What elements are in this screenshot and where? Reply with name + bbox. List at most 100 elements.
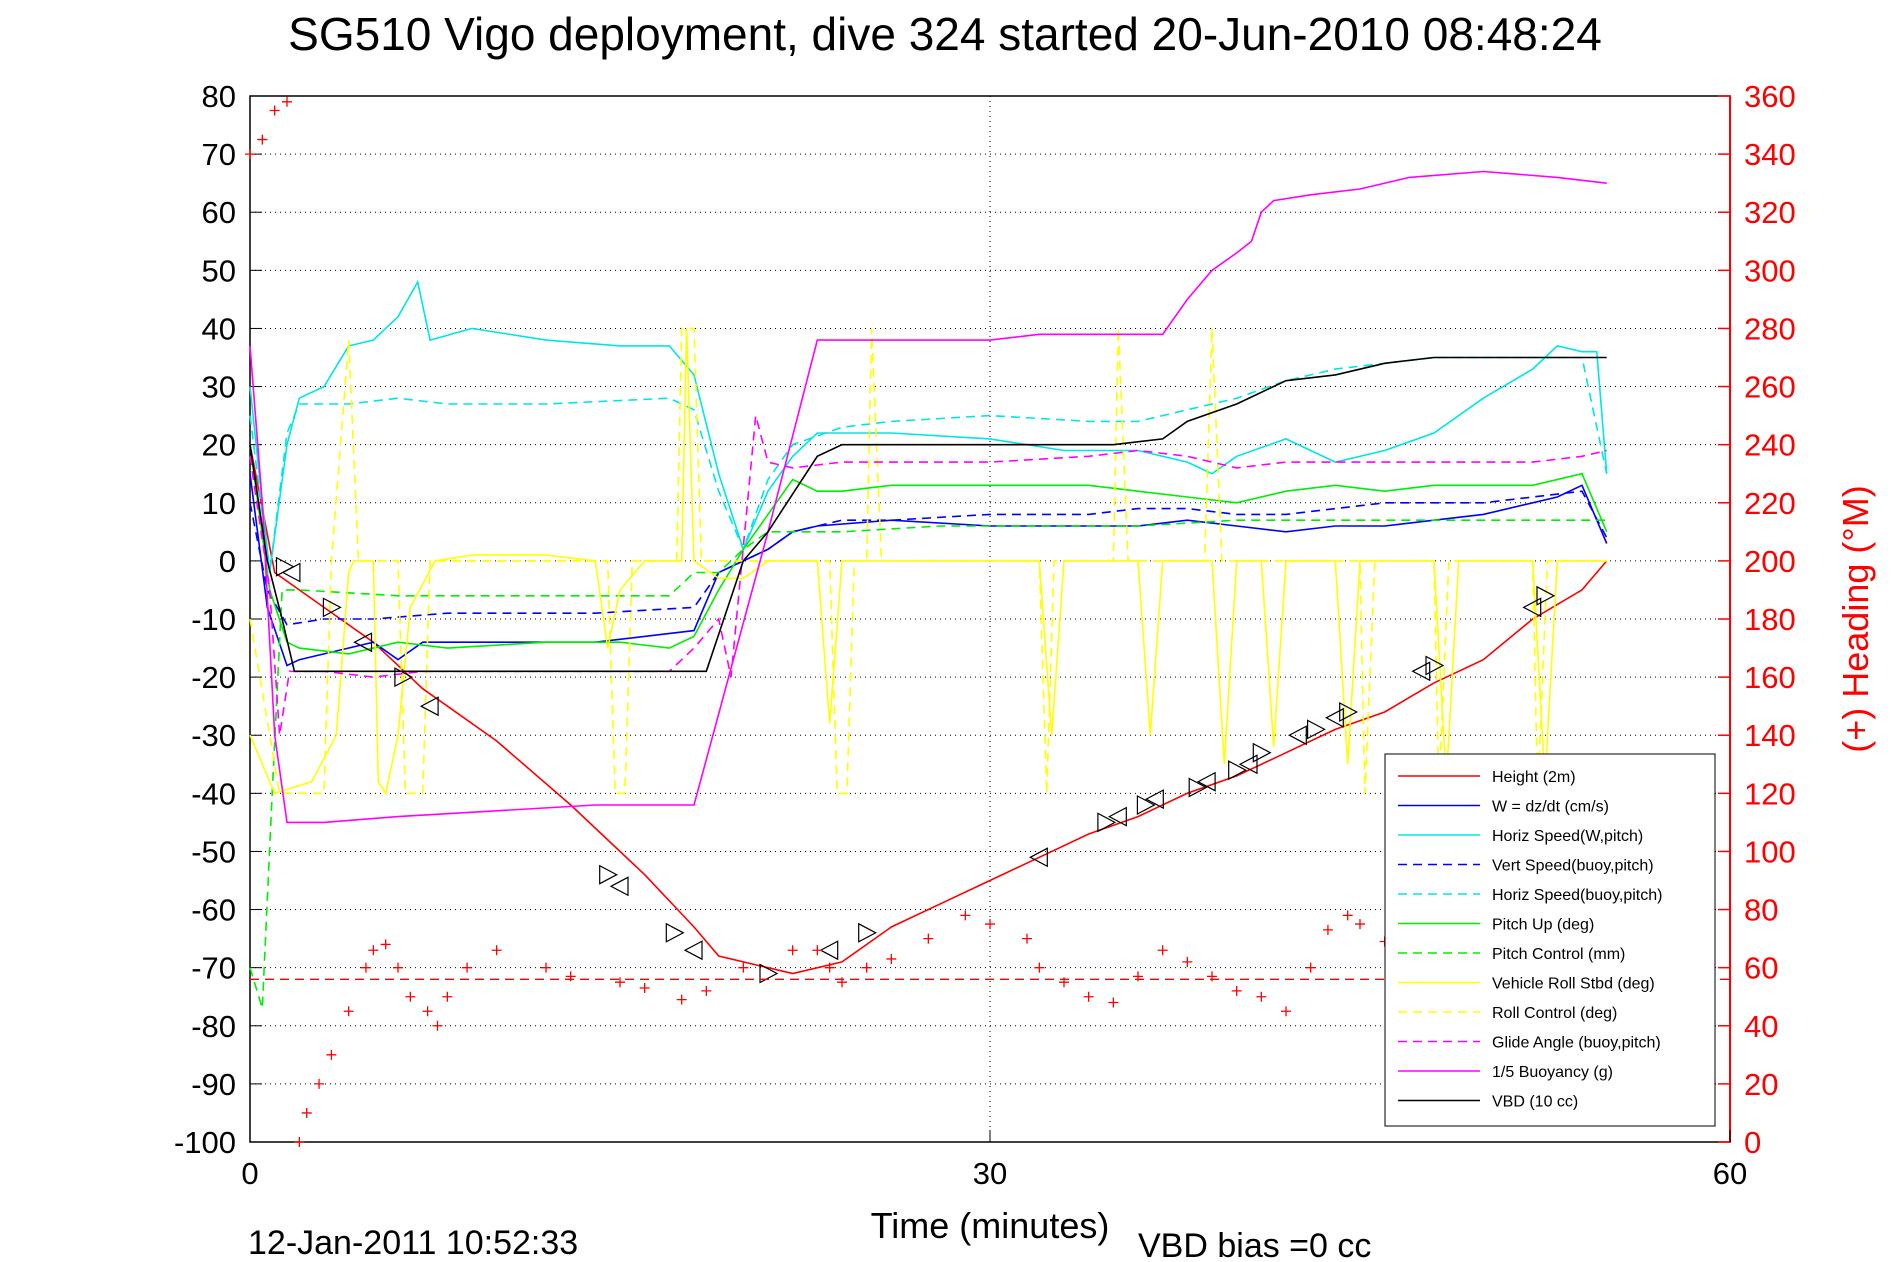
- heading-point: [1083, 991, 1094, 1002]
- right-tick-label: 340: [1744, 137, 1796, 172]
- trajectory-marker: [1325, 707, 1344, 728]
- heading-point: [960, 910, 971, 921]
- heading-point: [1305, 962, 1316, 973]
- trajectory-marker: [665, 922, 685, 943]
- left-tick-label: 70: [202, 137, 236, 172]
- trajectory-marker: [1145, 789, 1164, 810]
- series-layer: [249, 170, 1608, 1009]
- trajectory-marker: [1252, 742, 1272, 763]
- heading-point: [1231, 985, 1242, 996]
- heading-point: [1207, 971, 1217, 982]
- heading-point: [314, 1078, 325, 1089]
- heading-point: [301, 1107, 312, 1118]
- right-tick-label: 220: [1744, 486, 1796, 521]
- left-tick-label: 50: [202, 253, 236, 288]
- right-tick-label: 180: [1744, 602, 1796, 637]
- legend-label-0: Height (2m): [1492, 769, 1576, 786]
- left-tick-label: -20: [191, 660, 236, 695]
- x-axis-ticks: 0 30 60: [241, 1130, 1747, 1191]
- heading-point: [886, 953, 897, 964]
- trajectory-marker: [1288, 725, 1307, 746]
- right-tick-label: 100: [1744, 834, 1796, 869]
- heading-point: [432, 1020, 443, 1031]
- series-line-3: [249, 490, 1608, 626]
- trajectory-marker: [609, 876, 629, 897]
- series-line-11: [249, 356, 1607, 673]
- left-tick-label: -90: [191, 1067, 236, 1102]
- series-line-10: [249, 170, 1607, 824]
- trajectory-marker: [683, 940, 703, 961]
- series-line-9: [249, 415, 1607, 736]
- left-tick-label: -30: [191, 718, 236, 753]
- heading-point: [1059, 977, 1069, 988]
- heading-point: [326, 1049, 337, 1060]
- heading-point: [812, 945, 823, 956]
- trajectory-marker: [1188, 777, 1208, 798]
- heading-point: [541, 962, 551, 973]
- legend-label-2: Horiz Speed(W,pitch): [1492, 828, 1643, 845]
- right-tick-label: 320: [1744, 195, 1796, 230]
- heading-point: [701, 985, 712, 996]
- series-line-8: [249, 327, 1607, 795]
- right-tick-label: 240: [1744, 428, 1796, 463]
- heading-point: [245, 149, 255, 160]
- x-tick-label: 30: [973, 1156, 1007, 1191]
- trajectory-marker: [353, 632, 373, 653]
- left-tick-label: -100: [174, 1125, 236, 1160]
- right-tick-label: 80: [1744, 893, 1778, 928]
- legend-label-3: Vert Speed(buoy,pitch): [1492, 858, 1654, 875]
- heading-point: [343, 1006, 354, 1017]
- heading-point: [1022, 933, 1032, 944]
- trajectory-marker: [1097, 812, 1117, 833]
- left-tick-label: -10: [191, 602, 236, 637]
- heading-point: [1281, 1006, 1291, 1017]
- trajectory-marker: [1339, 702, 1358, 722]
- trajectory-marker: [819, 940, 839, 961]
- right-tick-label: 300: [1744, 253, 1796, 288]
- footer-date: 12-Jan-2011 10:52:33: [248, 1224, 578, 1262]
- heading-point: [1133, 971, 1143, 982]
- trajectory-marker: [599, 864, 618, 885]
- heading-point: [1182, 956, 1193, 967]
- heading-point: [615, 977, 625, 988]
- heading-point: [269, 105, 280, 116]
- left-tick-label: -60: [191, 893, 236, 928]
- heading-point: [738, 962, 749, 973]
- heading-point: [491, 945, 502, 956]
- x-tick-label: 60: [1713, 1156, 1747, 1191]
- left-tick-label: 10: [202, 486, 236, 521]
- right-axis-ticks: 3603403203002802602402202001801601401201…: [1718, 79, 1796, 1160]
- legend-label-7: Vehicle Roll Stbd (deg): [1492, 976, 1655, 993]
- trajectory-marker: [322, 597, 342, 618]
- left-tick-label: 40: [202, 311, 236, 346]
- left-tick-label: 60: [202, 195, 236, 230]
- heading-point: [380, 939, 391, 950]
- heading-point: [923, 933, 934, 944]
- right-tick-label: 140: [1744, 718, 1796, 753]
- legend-label-1: W = dz/dt (cm/s): [1492, 799, 1609, 816]
- legend-box: [1384, 753, 1716, 1127]
- heading-point: [1108, 997, 1119, 1008]
- right-tick-label: 120: [1744, 776, 1796, 811]
- x-axis-label: Time (minutes): [871, 1205, 1110, 1246]
- heading-point: [565, 971, 576, 982]
- heading-point: [405, 991, 416, 1002]
- legend-label-10: 1/5 Buoyancy (g): [1492, 1064, 1613, 1081]
- left-tick-label: 80: [202, 79, 236, 114]
- x-tick-label: 0: [241, 1156, 258, 1191]
- trajectory-marker: [394, 667, 414, 688]
- heading-point: [985, 919, 995, 930]
- series-line-0: [249, 444, 1608, 975]
- heading-point: [1157, 945, 1168, 956]
- heading-point: [442, 991, 453, 1002]
- legend-label-9: Glide Angle (buoy,pitch): [1492, 1035, 1661, 1052]
- chart-title: SG510 Vigo deployment, dive 324 started …: [288, 8, 1602, 60]
- legend-label-6: Pitch Control (mm): [1492, 946, 1625, 963]
- trajectory-marker: [1136, 795, 1156, 815]
- trajectory-marker: [1536, 585, 1556, 606]
- series-line-5: [249, 444, 1608, 655]
- legend-label-8: Roll Control (deg): [1492, 1005, 1617, 1022]
- legend-label-11: VBD (10 cc): [1492, 1094, 1578, 1111]
- trajectory-marker: [1228, 760, 1247, 781]
- heading-point: [282, 96, 292, 107]
